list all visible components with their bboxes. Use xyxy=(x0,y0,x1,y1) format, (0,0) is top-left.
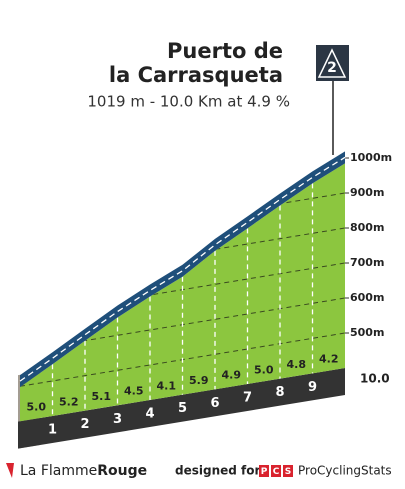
gradient-segment xyxy=(150,276,183,400)
x-tick-label: 9 xyxy=(308,380,317,395)
brand: La FlammeRouge xyxy=(20,463,147,479)
subtitle: 1019 m - 10.0 Km at 4.9 % xyxy=(87,93,290,111)
logo xyxy=(6,463,14,478)
gradient-segment xyxy=(20,364,53,422)
y-tick-label: 600m xyxy=(350,291,384,304)
gradient-label: 4.9 xyxy=(222,369,242,382)
gradient-segment xyxy=(312,163,345,374)
pcs-box xyxy=(259,465,269,477)
x-tick-label: 3 xyxy=(113,412,122,427)
brand-text: La Flamme xyxy=(20,463,97,479)
gradient-label: 4.5 xyxy=(124,385,144,398)
pcs-box xyxy=(283,465,293,477)
gradient-label: 5.0 xyxy=(27,401,47,414)
y-tick-label: 700m xyxy=(350,256,384,269)
y-tick-label: 900m xyxy=(350,186,384,199)
category-label: 2 xyxy=(327,60,337,76)
x-tick-label: 4 xyxy=(145,406,154,421)
title-line: la Carrasqueta xyxy=(109,63,283,87)
gradient-label: 5.1 xyxy=(92,390,112,403)
gradient-label: 4.2 xyxy=(319,353,339,366)
designed-for: designed for xyxy=(175,464,260,478)
gradient-segment xyxy=(247,205,280,384)
brand-bold: Rouge xyxy=(97,463,147,479)
pcs-name: ProCyclingStats xyxy=(298,464,392,478)
x-tick-label: 6 xyxy=(210,396,219,411)
pcs-letter: S xyxy=(285,467,291,477)
gradient-label: 5.0 xyxy=(254,363,274,376)
pcs-letter: C xyxy=(273,467,280,477)
x-tick-label: 10.0 xyxy=(360,372,390,386)
x-tick-label: 8 xyxy=(275,385,284,400)
gradient-segment xyxy=(85,317,118,411)
pcs-box xyxy=(271,465,281,477)
pcs-letter: P xyxy=(261,467,268,477)
footer: La FlammeRouge designed for P C S ProCyc… xyxy=(6,463,392,479)
gradient-segment xyxy=(117,296,150,406)
gradient-segment xyxy=(280,183,313,379)
badge-triangle xyxy=(317,48,347,78)
gradient-label: 4.1 xyxy=(157,379,177,392)
y-tick-label: 1000m xyxy=(350,151,392,164)
gradient-label: 4.8 xyxy=(287,358,307,371)
title-line: Puerto de xyxy=(167,39,283,63)
profile-centerline xyxy=(19,156,346,382)
x-tick-label: 5 xyxy=(178,401,187,416)
y-tick-label: 500m xyxy=(350,326,384,339)
gradient-label: 5.9 xyxy=(189,374,209,387)
gradient-segment xyxy=(215,228,248,390)
x-tick-label: 2 xyxy=(80,417,89,432)
profile-band xyxy=(20,151,345,388)
plot: 500m 600m 700m 800m 900m 1000m 5.0 5.2 5.1 4.5 4.1… xyxy=(18,151,392,449)
base-band xyxy=(18,368,345,449)
x-tick-label: 7 xyxy=(243,390,252,405)
gradient-label: 5.2 xyxy=(59,395,79,408)
x-tick-label: 1 xyxy=(48,422,57,437)
y-tick-label: 800m xyxy=(350,221,384,234)
